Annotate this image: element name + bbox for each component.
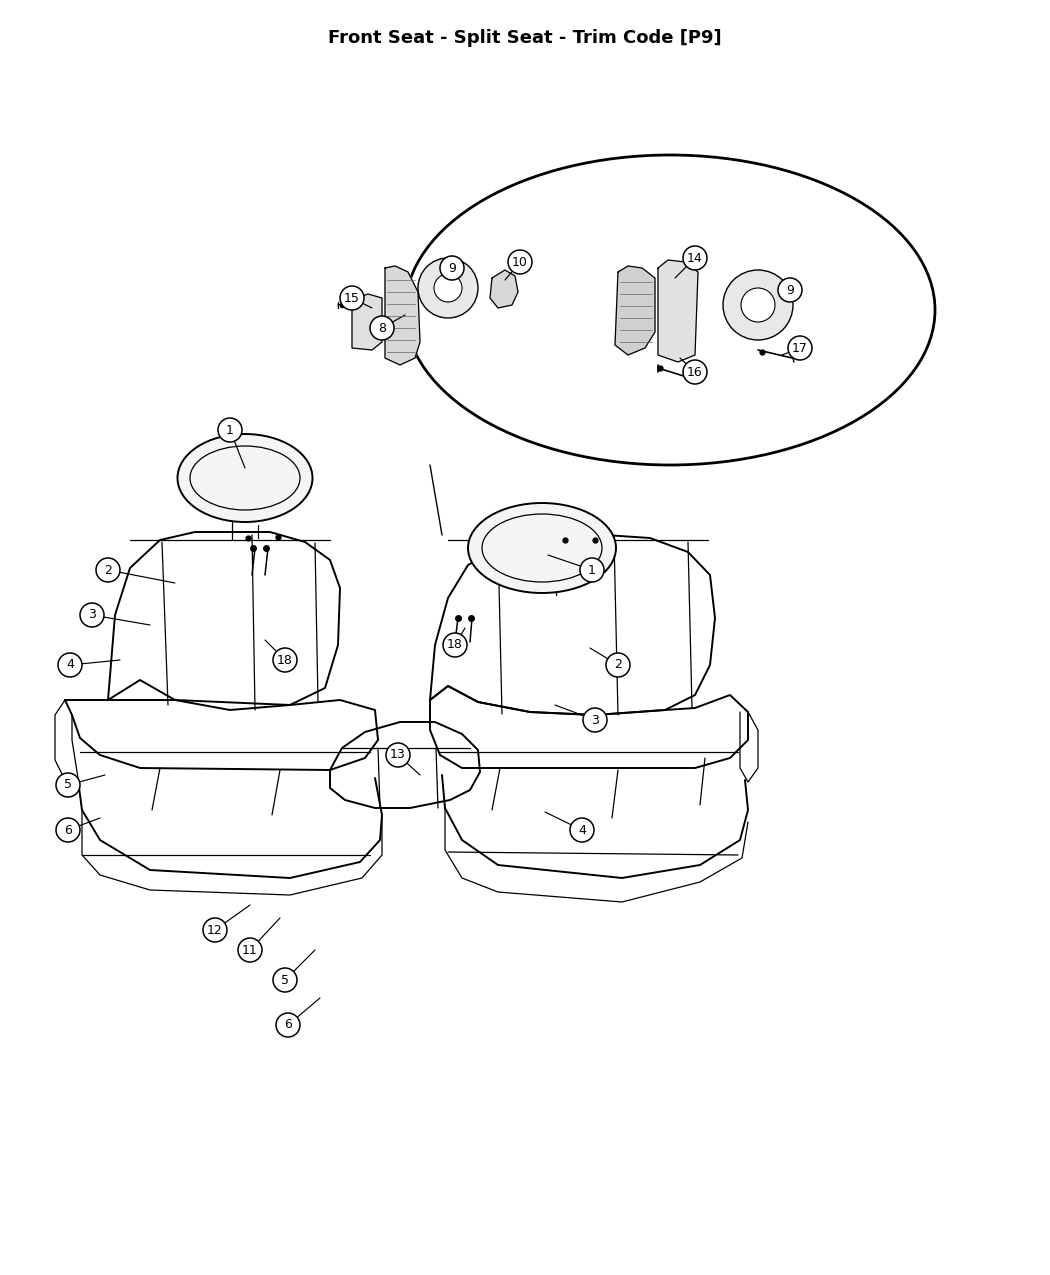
Text: 2: 2 bbox=[104, 564, 112, 576]
Circle shape bbox=[440, 256, 464, 280]
Text: 18: 18 bbox=[447, 639, 463, 652]
Polygon shape bbox=[490, 270, 518, 309]
Circle shape bbox=[443, 632, 467, 657]
Circle shape bbox=[273, 648, 297, 672]
Text: 14: 14 bbox=[687, 251, 702, 264]
Circle shape bbox=[80, 603, 104, 627]
Text: 10: 10 bbox=[512, 255, 528, 269]
Text: 4: 4 bbox=[579, 824, 586, 836]
Circle shape bbox=[386, 743, 410, 768]
Text: 17: 17 bbox=[792, 342, 807, 354]
Text: 1: 1 bbox=[226, 423, 234, 436]
Text: 16: 16 bbox=[687, 366, 702, 379]
Circle shape bbox=[418, 258, 478, 317]
Text: 2: 2 bbox=[614, 658, 622, 672]
Text: 6: 6 bbox=[285, 1019, 292, 1031]
Circle shape bbox=[723, 270, 793, 340]
Ellipse shape bbox=[177, 434, 313, 521]
Circle shape bbox=[238, 938, 262, 963]
Text: 12: 12 bbox=[207, 923, 223, 937]
Text: 13: 13 bbox=[391, 748, 406, 761]
Circle shape bbox=[682, 360, 707, 384]
Text: Front Seat - Split Seat - Trim Code [P9]: Front Seat - Split Seat - Trim Code [P9] bbox=[329, 29, 721, 47]
Ellipse shape bbox=[468, 504, 616, 593]
Ellipse shape bbox=[405, 156, 934, 465]
Text: 8: 8 bbox=[378, 321, 386, 334]
Text: 18: 18 bbox=[277, 654, 293, 667]
Circle shape bbox=[96, 558, 120, 581]
Polygon shape bbox=[385, 266, 420, 365]
Circle shape bbox=[218, 418, 242, 442]
Circle shape bbox=[203, 918, 227, 942]
Circle shape bbox=[56, 773, 80, 797]
Polygon shape bbox=[352, 295, 382, 351]
Polygon shape bbox=[615, 266, 655, 354]
Circle shape bbox=[580, 558, 604, 581]
Circle shape bbox=[741, 288, 775, 323]
Circle shape bbox=[340, 286, 364, 310]
Circle shape bbox=[276, 1014, 300, 1037]
Polygon shape bbox=[658, 260, 698, 362]
Circle shape bbox=[273, 968, 297, 992]
Circle shape bbox=[788, 337, 812, 360]
Text: 9: 9 bbox=[786, 283, 794, 297]
Circle shape bbox=[778, 278, 802, 302]
Circle shape bbox=[58, 653, 82, 677]
Text: 5: 5 bbox=[281, 974, 289, 987]
Circle shape bbox=[434, 274, 462, 302]
Circle shape bbox=[583, 708, 607, 732]
Text: 3: 3 bbox=[88, 608, 96, 621]
Text: 5: 5 bbox=[64, 779, 72, 792]
Circle shape bbox=[682, 246, 707, 270]
Text: 11: 11 bbox=[243, 944, 258, 956]
Circle shape bbox=[606, 653, 630, 677]
Text: 9: 9 bbox=[448, 261, 456, 274]
Text: 1: 1 bbox=[588, 564, 596, 576]
Circle shape bbox=[508, 250, 532, 274]
Circle shape bbox=[56, 819, 80, 842]
Circle shape bbox=[370, 316, 394, 340]
Text: 6: 6 bbox=[64, 824, 72, 836]
Text: 4: 4 bbox=[66, 658, 74, 672]
Circle shape bbox=[570, 819, 594, 842]
Text: 15: 15 bbox=[344, 292, 360, 305]
Text: 3: 3 bbox=[591, 714, 598, 727]
